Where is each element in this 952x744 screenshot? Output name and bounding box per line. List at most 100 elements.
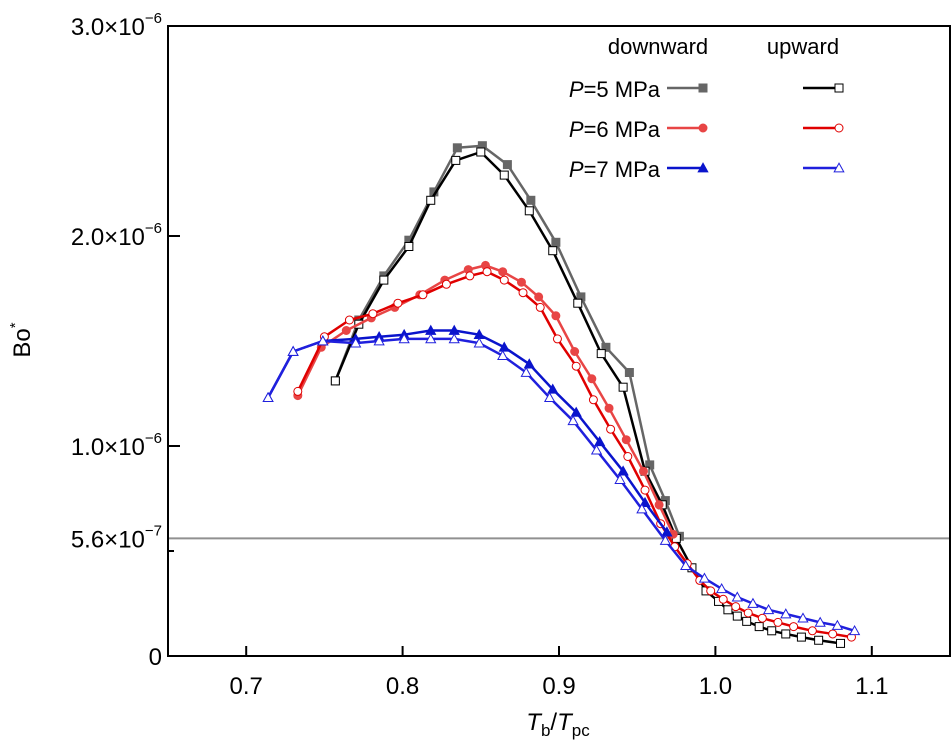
triangle-marker (762, 603, 775, 615)
x-tick-label: 0.8 (386, 673, 419, 700)
circle-marker (773, 617, 783, 627)
square-marker (451, 155, 461, 165)
series-p-7-mpa-upward (262, 333, 861, 636)
circle-marker (698, 123, 708, 133)
circle-marker (393, 298, 403, 308)
y-tick-label: 3.0×10−6 (71, 10, 162, 41)
circle-marker (743, 608, 753, 618)
y-axis-label: Bo* (7, 322, 36, 357)
square-marker (502, 160, 512, 170)
square-marker (499, 170, 509, 180)
triangle-marker (567, 414, 579, 426)
y-tick-exponent: −6 (145, 430, 162, 447)
circle-marker (551, 311, 561, 321)
circle-marker (587, 374, 597, 384)
triangle-marker (747, 597, 759, 608)
circle-marker (834, 123, 844, 133)
x-tick-label: 1.1 (855, 673, 888, 700)
plot-area (168, 141, 950, 648)
circle-marker (571, 361, 581, 371)
reference-line-exponent: −7 (145, 522, 162, 539)
circle-marker (518, 288, 528, 298)
square-marker (624, 368, 634, 377)
circle-marker (344, 315, 354, 325)
series-line (296, 270, 852, 639)
triangle-marker (636, 503, 648, 514)
triangle-marker (831, 619, 844, 630)
triangle-marker (848, 624, 861, 636)
square-marker (476, 147, 486, 157)
circle-marker (706, 586, 716, 596)
series-p-5-mpa-upward (330, 147, 846, 648)
legend-header-downward: downward (608, 34, 708, 59)
circle-marker (293, 386, 303, 396)
square-marker (379, 275, 389, 285)
triangle-marker (497, 349, 509, 361)
circle-marker (789, 622, 799, 632)
triangle-marker (398, 333, 410, 344)
y-tick-exponent: −6 (145, 10, 162, 27)
circle-marker (757, 613, 767, 623)
square-marker (767, 626, 777, 636)
circle-marker (606, 424, 616, 434)
triangle-marker (680, 559, 692, 571)
square-marker (452, 143, 462, 153)
square-marker (698, 83, 708, 93)
square-marker (330, 376, 340, 386)
y-tick-exponent: −6 (145, 220, 162, 237)
triangle-marker (731, 591, 743, 602)
square-marker (754, 622, 764, 632)
triangle-marker (698, 572, 711, 583)
triangle-marker (520, 366, 532, 377)
legend-label: P=5 MPa (569, 77, 661, 102)
legend-label: P=6 MPa (569, 117, 661, 142)
triangle-marker (833, 162, 845, 173)
square-marker (404, 242, 414, 251)
circle-marker (465, 271, 475, 281)
square-marker (723, 605, 733, 615)
triangle-marker (473, 337, 485, 348)
square-marker (596, 349, 606, 359)
circle-marker (441, 279, 451, 289)
circle-marker (828, 629, 838, 639)
series-line (296, 264, 675, 535)
triangle-marker (659, 534, 672, 545)
triangle-marker (814, 616, 826, 627)
square-marker (796, 632, 806, 642)
triangle-marker (594, 435, 606, 447)
circle-marker (341, 326, 351, 335)
triangle-marker (523, 358, 535, 369)
circle-marker (718, 594, 728, 604)
square-marker (732, 611, 742, 621)
triangle-marker (617, 465, 629, 476)
circle-marker (418, 290, 428, 300)
circle-marker (807, 626, 817, 636)
triangle-marker (661, 526, 673, 537)
triangle-marker (448, 333, 460, 344)
circle-marker (623, 452, 633, 461)
series-line (334, 150, 841, 645)
triangle-marker (570, 406, 582, 417)
x-tick-label: 0.9 (542, 673, 575, 700)
circle-marker (516, 277, 526, 287)
triangle-marker (543, 391, 556, 403)
circle-marker (588, 395, 598, 405)
square-marker (781, 629, 791, 639)
triangle-marker (780, 608, 792, 619)
square-marker (834, 83, 844, 93)
x-tick-label: 1.0 (699, 673, 732, 700)
triangle-marker (498, 341, 510, 352)
circle-marker (604, 403, 614, 413)
square-marker (836, 638, 846, 648)
square-marker (548, 246, 558, 256)
circle-marker (498, 267, 508, 277)
series-p-6-mpa-downward (293, 260, 678, 539)
triangle-marker (425, 333, 437, 344)
x-tick-label: 0.7 (230, 673, 263, 700)
circle-marker (654, 500, 664, 510)
triangle-marker (350, 337, 362, 348)
reference-line-label: 5.6×10−7 (71, 522, 162, 553)
legend-header-upward: upward (767, 34, 839, 59)
circle-marker (482, 267, 492, 277)
triangle-marker (697, 162, 709, 173)
